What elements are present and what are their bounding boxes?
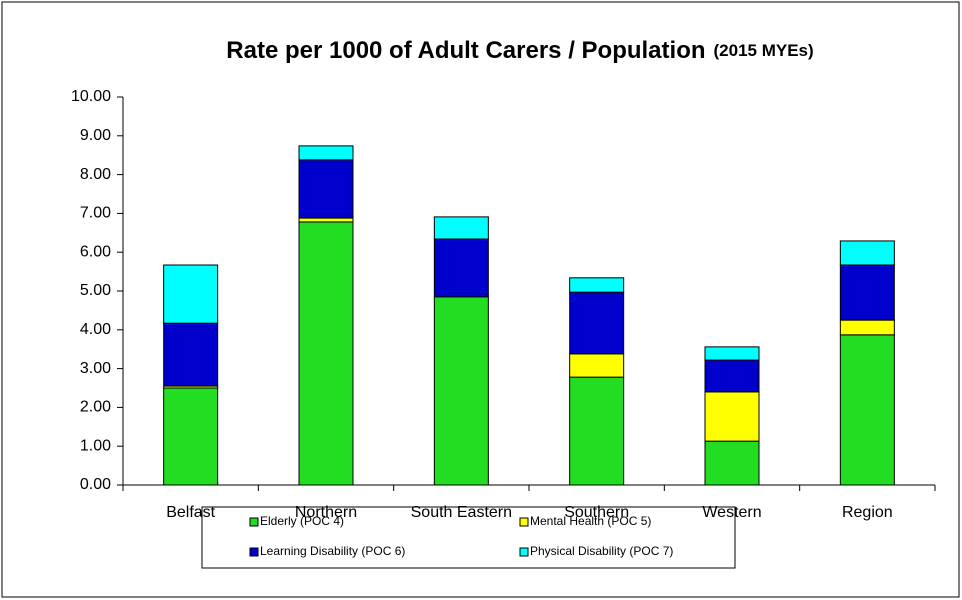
y-tick-label: 7.00 (80, 205, 111, 222)
legend-label: Physical Disability (POC 7) (530, 544, 673, 558)
y-tick-label: 6.00 (80, 243, 111, 260)
x-tick-label: Belfast (166, 504, 215, 521)
y-tick-label: 2.00 (80, 399, 111, 416)
bar-segment (704, 391, 760, 442)
y-tick-label: 5.00 (80, 282, 111, 299)
y-tick-label: 9.00 (80, 127, 111, 144)
chart-subtitle: (2015 MYEs) (714, 41, 814, 60)
bar-segment (569, 353, 625, 378)
bar-segment (839, 240, 895, 266)
legend-box (201, 506, 736, 569)
chart-title: Rate per 1000 of Adult Carers / Populati… (226, 37, 705, 64)
x-tick-label: South Eastern (411, 504, 512, 521)
y-tick-label: 0.00 (80, 476, 111, 493)
bar-segment (839, 264, 895, 321)
bar-segment (569, 291, 625, 355)
bar-segment (704, 346, 760, 361)
legend-swatch (249, 517, 259, 527)
bar-segment (704, 359, 760, 393)
x-tick-label: Western (702, 504, 761, 521)
y-tick-label: 3.00 (80, 360, 111, 377)
bar-segment (298, 217, 354, 223)
legend-swatch (519, 517, 529, 527)
bar-segment (569, 376, 625, 486)
bar-segment (839, 334, 895, 486)
bar-segment (569, 277, 625, 293)
x-tick-label: Region (842, 504, 893, 521)
legend-swatch (519, 547, 529, 557)
bar-segment (704, 440, 760, 486)
bar-segment (433, 238, 489, 298)
legend-label: Elderly (POC 4) (260, 514, 344, 528)
bar-segment (298, 145, 354, 161)
bar-segment (433, 296, 489, 486)
legend-swatch (249, 547, 259, 557)
bar-segment (163, 387, 219, 486)
legend-label: Mental Health (POC 5) (530, 514, 651, 528)
y-tick-label: 4.00 (80, 321, 111, 338)
bar-segment (433, 216, 489, 240)
bar-segment (163, 322, 219, 387)
y-tick-label: 8.00 (80, 166, 111, 183)
bar-segment (839, 319, 895, 336)
bar-segment (298, 159, 354, 219)
x-tick-label: Southern (564, 504, 629, 521)
chart-title-group: Rate per 1000 of Adult Carers / Populati… (226, 37, 813, 64)
bar-segment (298, 221, 354, 486)
legend-label: Learning Disability (POC 6) (260, 544, 405, 558)
bar-segment (163, 264, 219, 324)
y-tick-label: 10.00 (71, 88, 111, 105)
y-tick-label: 1.00 (80, 437, 111, 454)
x-tick-label: Northern (295, 504, 357, 521)
